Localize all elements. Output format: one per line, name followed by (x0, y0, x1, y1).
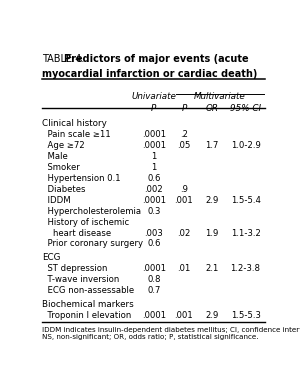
Text: 0.6: 0.6 (147, 239, 160, 248)
Text: .0001: .0001 (142, 264, 166, 273)
Text: .001: .001 (175, 196, 194, 204)
Text: myocardial infarction or cardiac death): myocardial infarction or cardiac death) (42, 69, 257, 79)
Text: Smoker: Smoker (42, 163, 80, 172)
Text: 1: 1 (151, 163, 156, 172)
Text: .0001: .0001 (142, 311, 166, 320)
Text: .2: .2 (180, 130, 188, 139)
Text: .0001: .0001 (142, 130, 166, 139)
Text: 2.1: 2.1 (205, 264, 219, 273)
Text: T-wave inversion: T-wave inversion (42, 275, 119, 285)
Text: Hypertension 0.1: Hypertension 0.1 (42, 174, 121, 182)
Text: P: P (181, 104, 187, 113)
Text: Predictors of major events (acute: Predictors of major events (acute (64, 54, 249, 64)
Text: IDDM indicates insulin-dependent diabetes mellitus; CI, confidence interval;
NS,: IDDM indicates insulin-dependent diabete… (42, 327, 300, 340)
Text: 1: 1 (151, 152, 156, 161)
Text: .9: .9 (180, 185, 188, 194)
Text: .003: .003 (144, 229, 163, 238)
Text: P: P (151, 104, 156, 113)
Text: Clinical history: Clinical history (42, 119, 107, 128)
Text: Biochemical markers: Biochemical markers (42, 300, 134, 309)
Text: 1.2-3.8: 1.2-3.8 (231, 264, 261, 273)
Text: 1.5-5.4: 1.5-5.4 (231, 196, 260, 204)
Text: TABLE 4.: TABLE 4. (42, 54, 88, 64)
Text: 0.6: 0.6 (147, 174, 160, 182)
Text: .002: .002 (144, 185, 163, 194)
Text: 95% CI: 95% CI (230, 104, 261, 113)
Text: .02: .02 (177, 229, 191, 238)
Text: Multivariate: Multivariate (194, 92, 245, 101)
Text: 2.9: 2.9 (205, 311, 219, 320)
Text: Prior coronary surgery: Prior coronary surgery (42, 239, 143, 248)
Text: ECG non-assessable: ECG non-assessable (42, 286, 134, 295)
Text: 0.7: 0.7 (147, 286, 160, 295)
Text: 1.9: 1.9 (205, 229, 219, 238)
Text: ECG: ECG (42, 253, 61, 263)
Text: History of ischemic: History of ischemic (42, 218, 129, 226)
Text: Univariate: Univariate (131, 92, 176, 101)
Text: 0.8: 0.8 (147, 275, 160, 285)
Text: IDDM: IDDM (42, 196, 71, 204)
Text: Age ≥72: Age ≥72 (42, 141, 85, 150)
Text: 0.3: 0.3 (147, 207, 160, 216)
Text: Hypercholesterolemia: Hypercholesterolemia (42, 207, 141, 216)
Text: 1.7: 1.7 (205, 141, 219, 150)
Text: Diabetes: Diabetes (42, 185, 86, 194)
Text: 2.9: 2.9 (205, 196, 219, 204)
Text: Troponin I elevation: Troponin I elevation (42, 311, 131, 320)
Text: .01: .01 (177, 264, 191, 273)
Text: .001: .001 (175, 311, 194, 320)
Text: 1.1-3.2: 1.1-3.2 (231, 229, 260, 238)
Text: Male: Male (42, 152, 68, 161)
Text: heart disease: heart disease (42, 229, 111, 238)
Text: Pain scale ≥11: Pain scale ≥11 (42, 130, 111, 139)
Text: 1.0-2.9: 1.0-2.9 (231, 141, 260, 150)
Text: .05: .05 (177, 141, 191, 150)
Text: ST depression: ST depression (42, 264, 107, 273)
Text: .0001: .0001 (142, 141, 166, 150)
Text: .0001: .0001 (142, 196, 166, 204)
Text: OR: OR (206, 104, 218, 113)
Text: 1.5-5.3: 1.5-5.3 (231, 311, 260, 320)
